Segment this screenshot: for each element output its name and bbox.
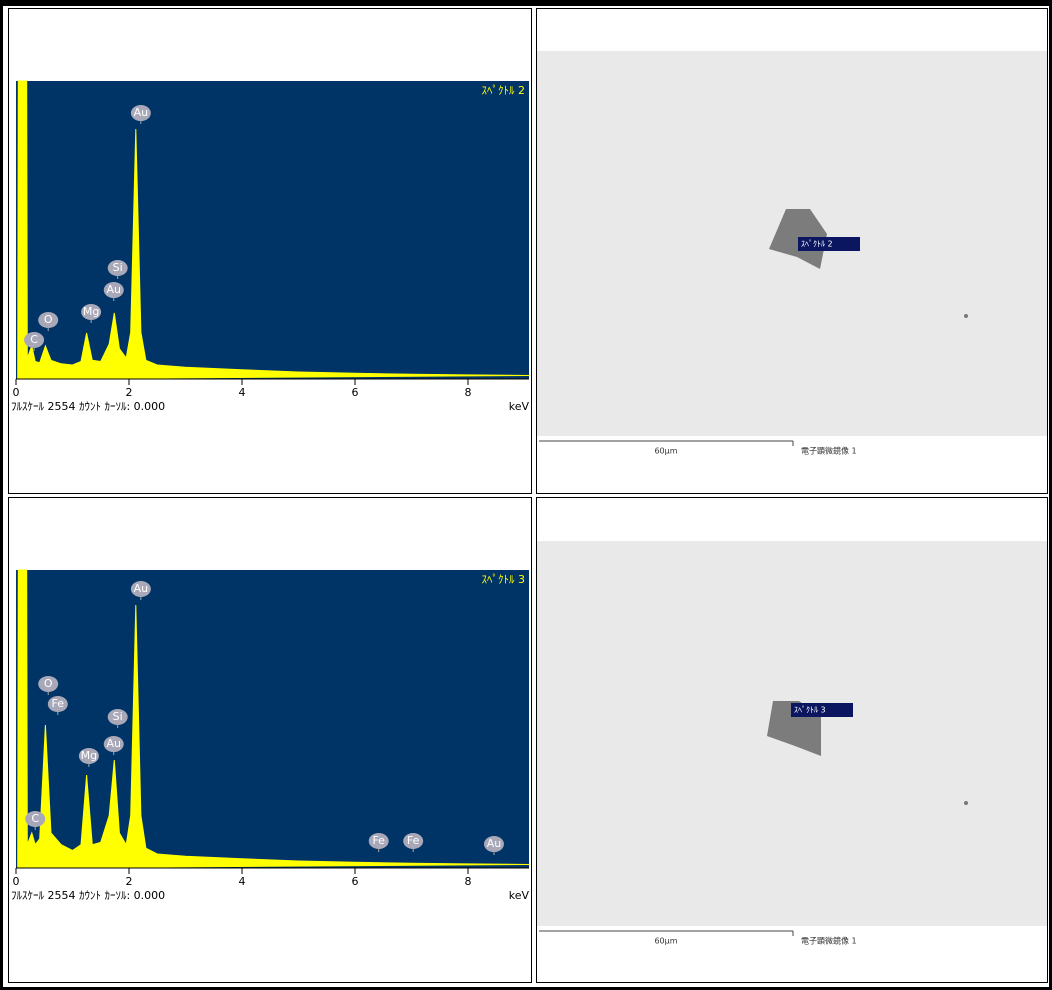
peak-badge: [38, 312, 59, 329]
peak-badge: [130, 580, 151, 597]
spectrum-label: ｽﾍﾟｸﾄﾙ 2: [801, 240, 833, 249]
peak-label: Au: [103, 736, 124, 756]
scale-text: 60µm: [654, 447, 677, 456]
peak-badge: [47, 696, 68, 713]
peak-badge: [24, 331, 45, 348]
x-tick-label: 6: [351, 875, 358, 888]
x-axis-label: keV: [509, 400, 530, 413]
spectrum: [17, 80, 530, 380]
footer: ﾌﾙｽｹｰﾙ 2554 ｶｳﾝﾄ ｶｰｿﾙ: 0.000: [11, 889, 165, 902]
peak-label-text: C: [31, 812, 39, 825]
peak-label: Si: [107, 708, 128, 728]
image-cell: ｽﾍﾟｸﾄﾙ 3 60µm 電子顕微鏡像 1: [536, 497, 1048, 983]
sem-image: ｽﾍﾟｸﾄﾙ 3 60µm 電子顕微鏡像 1: [537, 541, 1047, 946]
spectrum-title: ｽﾍﾟｸﾄﾙ 2: [482, 84, 526, 97]
peak-label: O: [38, 312, 59, 332]
image-cell: ｽﾍﾟｸﾄﾙ 2 60µm 電子顕微鏡像 1: [536, 8, 1048, 494]
peak-label-text: Mg: [81, 749, 97, 762]
peak-label: Fe: [403, 833, 424, 853]
peak-badge: [25, 810, 46, 827]
peak-label-text: Fe: [372, 834, 385, 847]
x-tick-label: 4: [238, 386, 245, 399]
sem-image: ｽﾍﾟｸﾄﾙ 2 60µm 電子顕微鏡像 1: [537, 51, 1047, 456]
peak-label: Au: [130, 580, 151, 600]
peak-badge: [103, 736, 124, 753]
peak-label-text: Mg: [83, 305, 99, 318]
spectrum-cell: ｽﾍﾟｸﾄﾙ 2 0 2 4 6 8 ﾌﾙｽｹｰﾙ 2554 ｶｳﾝﾄ ｶｰｿﾙ: 0.00…: [8, 8, 532, 494]
peak-badge: [107, 708, 128, 725]
peak-label: O: [38, 675, 59, 695]
peak-label-text: Au: [106, 283, 121, 296]
peak-badge: [38, 675, 59, 692]
peak-label: Mg: [78, 747, 99, 767]
peak-label-text: Au: [106, 737, 121, 750]
peak-badge: [130, 105, 151, 122]
spectrum-title: ｽﾍﾟｸﾄﾙ 3: [482, 573, 526, 586]
peak-label-text: Au: [134, 106, 149, 119]
peak-badge: [78, 747, 99, 764]
x-tick-label: 0: [13, 875, 20, 888]
spectrum-chart: ｽﾍﾟｸﾄﾙ 3 0 2 4 6 8 ﾌﾙｽｹｰﾙ 2554 ｶｳﾝﾄ ｶｰｿﾙ: 0.00…: [11, 569, 530, 902]
dot: [964, 314, 968, 318]
x-tick-label: 2: [125, 875, 132, 888]
dot: [964, 801, 968, 805]
peak-label: C: [24, 331, 45, 351]
peak-badge: [107, 260, 128, 277]
peak-label: Au: [483, 836, 504, 856]
peak-badge: [81, 303, 102, 320]
label-box: [791, 703, 853, 717]
plot-background: [16, 570, 529, 868]
peak-badge: [103, 282, 124, 299]
scale-text: 60µm: [654, 937, 677, 946]
peak-label: Au: [130, 105, 151, 125]
x-tick-label: 4: [238, 875, 245, 888]
plot-background: [16, 81, 529, 379]
x-tick-label: 8: [464, 875, 471, 888]
peak-label: Mg: [81, 303, 102, 323]
x-tick-label: 0: [13, 386, 20, 399]
spectrum-cell: ｽﾍﾟｸﾄﾙ 3 0 2 4 6 8 ﾌﾙｽｹｰﾙ 2554 ｶｳﾝﾄ ｶｰｿﾙ: 0.00…: [8, 497, 532, 983]
peak-label-text: Au: [134, 582, 149, 595]
peak-label: Au: [103, 282, 124, 302]
peak-label-text: O: [44, 313, 53, 326]
peak-label-text: Au: [487, 837, 502, 850]
peak-label-text: O: [44, 677, 53, 690]
spectrum-label: ｽﾍﾟｸﾄﾙ 3: [794, 706, 826, 715]
x-tick-label: 2: [125, 386, 132, 399]
peak-badge: [368, 833, 389, 850]
image-caption: 電子顕微鏡像 1: [801, 936, 857, 946]
peak-label-text: Si: [113, 710, 123, 723]
peak-label: Si: [107, 260, 128, 280]
peak-label: Fe: [47, 696, 68, 716]
label-box: [798, 237, 860, 251]
peak-label: C: [25, 810, 46, 830]
spectrum: [17, 569, 530, 869]
x-tick-label: 6: [351, 386, 358, 399]
peak-label: Fe: [368, 833, 389, 853]
x-tick-label: 8: [464, 386, 471, 399]
image-caption: 電子顕微鏡像 1: [801, 446, 857, 456]
peak-label-text: Fe: [52, 697, 65, 710]
peak-label-text: Fe: [407, 834, 420, 847]
spectrum-chart: ｽﾍﾟｸﾄﾙ 2 0 2 4 6 8 ﾌﾙｽｹｰﾙ 2554 ｶｳﾝﾄ ｶｰｿﾙ: 0.00…: [11, 80, 530, 413]
peak-label-text: C: [30, 333, 38, 346]
peak-badge: [403, 833, 424, 850]
x-axis-label: keV: [509, 889, 530, 902]
footer: ﾌﾙｽｹｰﾙ 2554 ｶｳﾝﾄ ｶｰｿﾙ: 0.000: [11, 400, 165, 413]
peak-badge: [483, 836, 504, 853]
peak-label-text: Si: [113, 261, 123, 274]
